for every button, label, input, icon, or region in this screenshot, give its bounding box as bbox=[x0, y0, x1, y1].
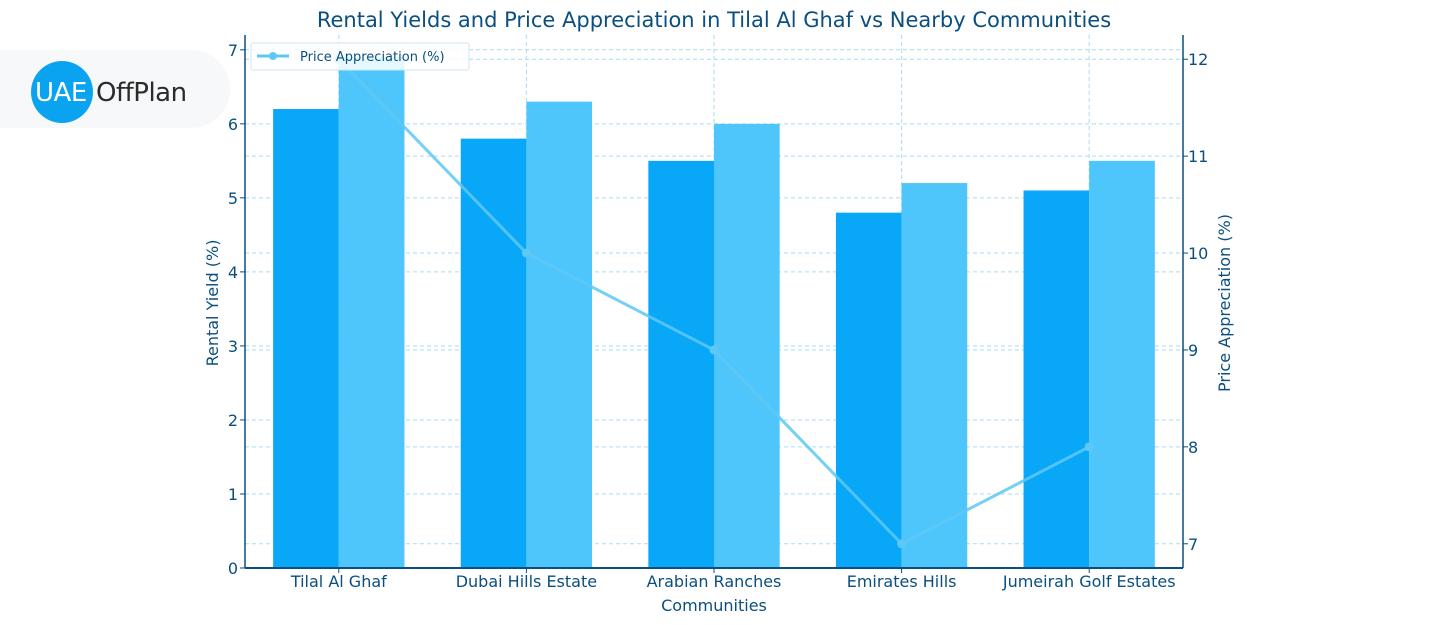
line-point bbox=[709, 345, 719, 355]
y2-tick-label: 12 bbox=[1188, 50, 1208, 69]
x-tick-label: Jumeirah Golf Estates bbox=[1002, 572, 1176, 591]
bar bbox=[648, 160, 714, 568]
y2-tick-label: 11 bbox=[1188, 147, 1208, 166]
bar bbox=[460, 138, 527, 568]
y2-tick-label: 7 bbox=[1188, 535, 1198, 554]
y-tick-label: 7 bbox=[228, 41, 238, 60]
legend-marker-swatch bbox=[269, 52, 277, 60]
x-axis-label: Communities bbox=[661, 596, 767, 615]
chart-title: Rental Yields and Price Appreciation in … bbox=[317, 8, 1111, 32]
y-tick-label: 3 bbox=[228, 337, 238, 356]
x-tick-label: Tilal Al Ghaf bbox=[290, 572, 387, 591]
bar bbox=[273, 109, 339, 569]
line-point bbox=[521, 248, 531, 258]
legend: Price Appreciation (%) bbox=[250, 42, 470, 71]
bar bbox=[526, 101, 593, 568]
bar bbox=[714, 123, 780, 568]
y-tick-label: 0 bbox=[228, 559, 238, 578]
y2-axis-label: Price Appreciation (%) bbox=[1215, 214, 1234, 392]
y-tick-label: 2 bbox=[228, 411, 238, 430]
bar bbox=[901, 183, 968, 569]
legend-label: Price Appreciation (%) bbox=[300, 50, 445, 65]
bars bbox=[273, 57, 1155, 569]
x-tick-label: Dubai Hills Estate bbox=[456, 572, 597, 591]
logo-text-uae: UAE bbox=[35, 78, 87, 108]
line-point bbox=[1084, 442, 1094, 452]
line-point bbox=[897, 539, 907, 549]
bar bbox=[835, 212, 902, 568]
legend-box bbox=[250, 42, 470, 71]
y-tick-label: 4 bbox=[228, 263, 238, 282]
y2-tick-label: 10 bbox=[1188, 244, 1208, 263]
bar bbox=[338, 57, 405, 568]
logo-circle-icon bbox=[31, 61, 93, 123]
brand-logo: UAE OffPlan bbox=[0, 50, 230, 128]
y2-tick-label: 8 bbox=[1188, 438, 1198, 457]
x-tick-label: Emirates Hills bbox=[847, 572, 957, 591]
logo-text-offplan: OffPlan bbox=[96, 78, 187, 108]
y-tick-label: 6 bbox=[228, 115, 238, 134]
bar bbox=[1089, 160, 1155, 568]
bar bbox=[1023, 190, 1090, 569]
y-tick-label: 1 bbox=[228, 485, 238, 504]
y-axis-label: Rental Yield (%) bbox=[203, 240, 222, 367]
y2-tick-label: 9 bbox=[1188, 341, 1198, 360]
y-tick-label: 5 bbox=[228, 189, 238, 208]
x-tick-label: Arabian Ranches bbox=[647, 572, 782, 591]
